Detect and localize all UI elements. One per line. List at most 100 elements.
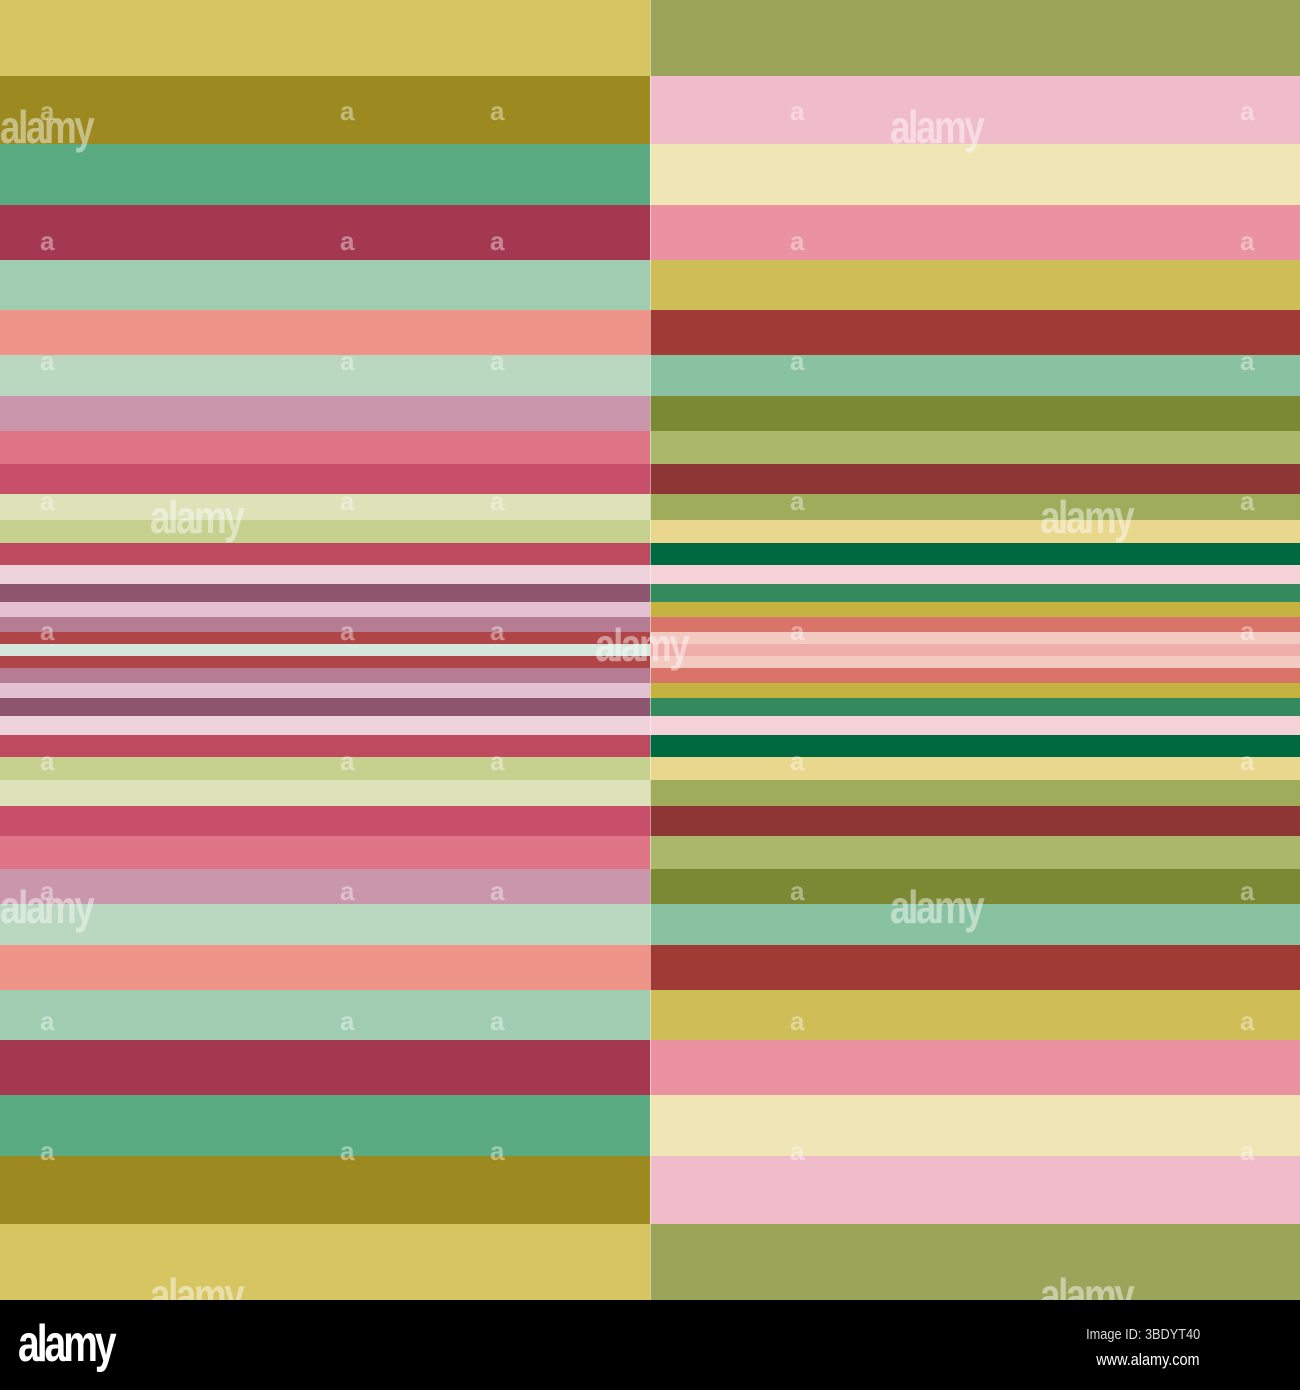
- stripe: [650, 520, 1300, 543]
- watermark-mark: a: [490, 486, 505, 516]
- stripe: [0, 836, 650, 869]
- watermark-mark: a: [40, 346, 55, 376]
- watermark-mark: a: [340, 1006, 355, 1036]
- stripe: [0, 260, 650, 310]
- watermark-mark: a: [40, 616, 55, 646]
- watermark-mark: a: [1240, 746, 1255, 776]
- watermark-mark: a: [340, 616, 355, 646]
- stripe: [650, 1156, 1300, 1224]
- stripe: [0, 1156, 650, 1224]
- stripe: [0, 0, 650, 76]
- watermark-mark: a: [340, 876, 355, 906]
- alamy-logo: alamy: [18, 1315, 117, 1373]
- watermark-mark: a: [40, 486, 55, 516]
- watermark-mark: a: [1240, 876, 1255, 906]
- stripe: [0, 584, 650, 602]
- site-url: www.alamy.com: [1096, 1350, 1200, 1369]
- stripe: [650, 494, 1300, 520]
- watermark-mark: a: [40, 226, 55, 256]
- stripe: [650, 310, 1300, 355]
- watermark-mark: a: [790, 96, 805, 126]
- watermark-mark: a: [40, 876, 55, 906]
- stripe: [0, 668, 650, 683]
- watermark-mark: a: [490, 876, 505, 906]
- watermark-mark: a: [340, 226, 355, 256]
- stripe: [0, 1040, 650, 1095]
- stripe: [0, 464, 650, 494]
- stripe: [650, 904, 1300, 945]
- alamy-watermark: alamy: [0, 881, 95, 933]
- stripe: [650, 602, 1300, 617]
- alamy-watermark: alamy: [595, 619, 690, 671]
- stripe: [0, 1224, 650, 1300]
- watermark-mark: a: [1240, 346, 1255, 376]
- stripe: [0, 656, 650, 668]
- watermark-mark: a: [40, 96, 55, 126]
- watermark-mark: a: [340, 1136, 355, 1166]
- stripe: [650, 1095, 1300, 1156]
- stripe: [0, 602, 650, 617]
- stripe: [0, 683, 650, 698]
- watermark-mark: a: [340, 96, 355, 126]
- right-stripe-panel: [650, 0, 1300, 1300]
- alamy-watermark: alamy: [0, 101, 95, 153]
- stripe: [0, 205, 650, 260]
- watermark-mark: a: [790, 616, 805, 646]
- stripe: [650, 260, 1300, 310]
- stripe: [650, 780, 1300, 806]
- stripe: [650, 205, 1300, 260]
- stripe: [650, 464, 1300, 494]
- stripe: [650, 617, 1300, 632]
- footer-bar: alamy Image ID: 3BDYT40 www.alamy.com: [0, 1300, 1300, 1390]
- stripe: [0, 310, 650, 355]
- alamy-watermark: alamy: [890, 881, 985, 933]
- stripe: [0, 520, 650, 543]
- watermark-mark: a: [790, 876, 805, 906]
- stripe: [0, 617, 650, 632]
- watermark-mark: a: [40, 1006, 55, 1036]
- stripe: [0, 396, 650, 431]
- stripe: [0, 1095, 650, 1156]
- watermark-mark: a: [490, 96, 505, 126]
- watermark-mark: a: [790, 486, 805, 516]
- watermark-mark: a: [490, 346, 505, 376]
- alamy-watermark: alamy: [890, 101, 985, 153]
- stripe: [0, 565, 650, 584]
- watermark-mark: a: [1240, 96, 1255, 126]
- watermark-mark: a: [790, 1136, 805, 1166]
- watermark-mark: a: [790, 346, 805, 376]
- left-stripe-panel: [0, 0, 650, 1300]
- watermark-mark: a: [790, 1006, 805, 1036]
- stripe: [0, 494, 650, 520]
- stripe: [0, 632, 650, 644]
- stripe: [650, 656, 1300, 668]
- stripe: [650, 836, 1300, 869]
- stripe: [650, 757, 1300, 780]
- alamy-watermark: alamy: [150, 491, 245, 543]
- stripe: [650, 396, 1300, 431]
- stripe: [650, 990, 1300, 1040]
- watermark-mark: a: [340, 346, 355, 376]
- stripe: [650, 644, 1300, 656]
- stripe: [0, 698, 650, 716]
- watermark-mark: a: [340, 486, 355, 516]
- stripe: [0, 904, 650, 945]
- watermark-mark: a: [40, 746, 55, 776]
- stripe: [650, 543, 1300, 565]
- stripe: [650, 869, 1300, 904]
- stripe: [0, 945, 650, 990]
- stripe: [0, 355, 650, 396]
- image-id-label: Image ID: 3BDYT40: [1085, 1326, 1200, 1343]
- watermark-mark: a: [490, 616, 505, 646]
- stripe: [0, 716, 650, 735]
- watermark-mark: a: [1240, 1136, 1255, 1166]
- watermark-mark: a: [40, 1136, 55, 1166]
- stripe: [650, 683, 1300, 698]
- stripe: [650, 144, 1300, 205]
- watermark-mark: a: [1240, 226, 1255, 256]
- watermark-mark: a: [790, 226, 805, 256]
- stripe: [0, 869, 650, 904]
- stripe: [0, 735, 650, 757]
- watermark-mark: a: [1240, 616, 1255, 646]
- stripe: [650, 565, 1300, 584]
